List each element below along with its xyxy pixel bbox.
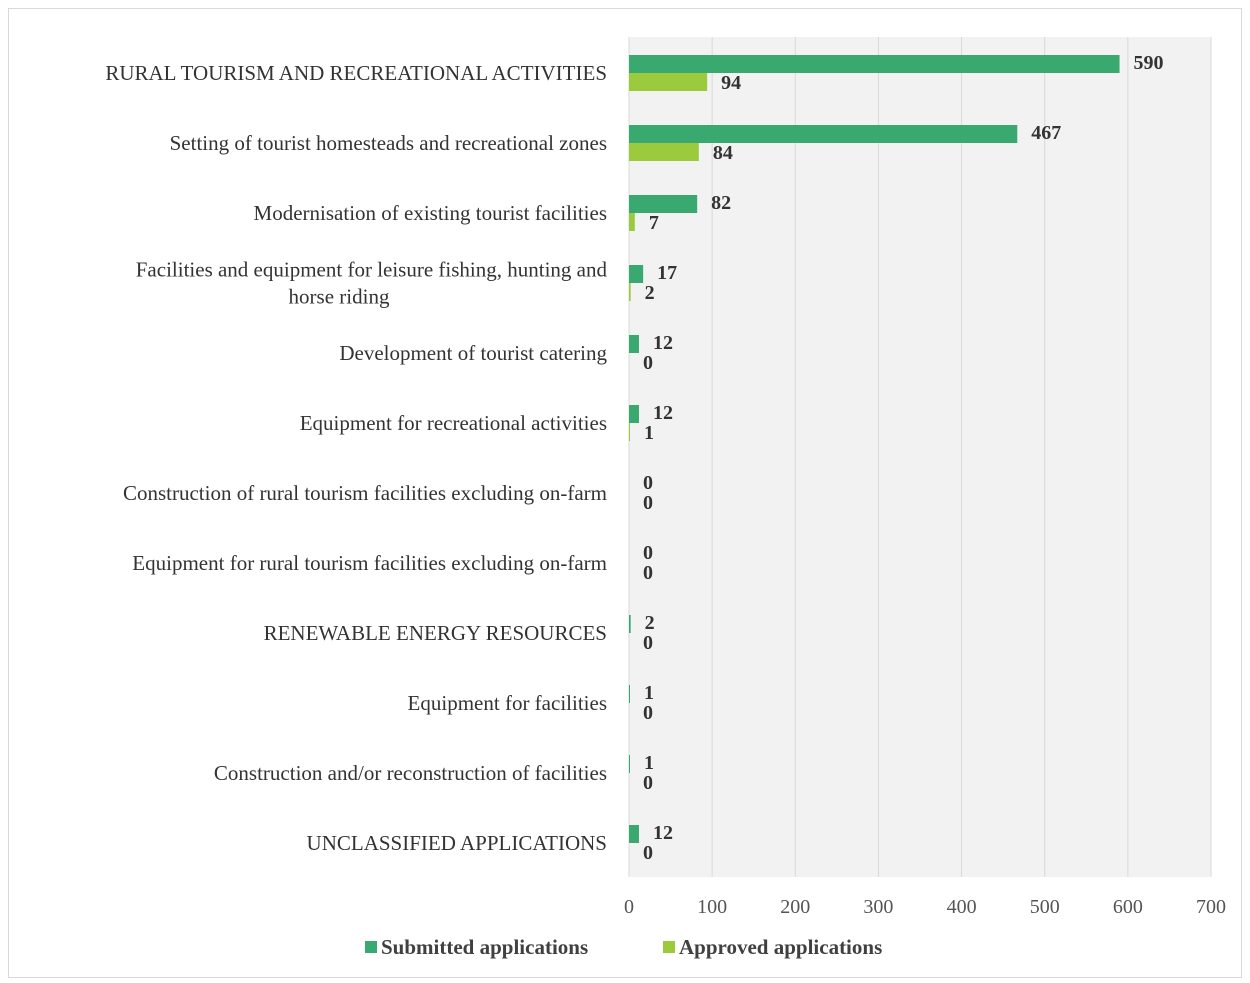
legend-item-submitted: Submitted applications: [365, 935, 588, 959]
bar-approved: [629, 283, 631, 301]
legend-label: Submitted applications: [381, 935, 588, 959]
bar-approved: [629, 213, 635, 231]
legend-swatch: [365, 941, 377, 953]
bar-submitted: [629, 615, 631, 633]
data-label-submitted: 12: [653, 402, 673, 424]
data-label-approved: 2: [645, 282, 655, 304]
bar-submitted: [629, 195, 698, 213]
data-label-submitted: 12: [653, 332, 673, 354]
bar-submitted: [629, 125, 1018, 143]
category-label: Setting of tourist homesteads and recrea…: [170, 131, 607, 155]
category-label: UNCLASSIFIED APPLICATIONS: [307, 831, 607, 855]
data-label-submitted: 1: [644, 752, 654, 774]
bar-submitted: [629, 405, 639, 423]
data-label-submitted: 590: [1134, 52, 1164, 74]
category-label: Equipment for rural tourism facilities e…: [132, 551, 607, 575]
data-label-approved: 0: [643, 702, 653, 724]
category-label: Modernisation of existing tourist facili…: [254, 201, 607, 225]
data-label-approved: 84: [713, 142, 733, 164]
bar-submitted: [629, 335, 639, 353]
category-label: Construction of rural tourism facilities…: [123, 481, 607, 505]
legend: Submitted applications Approved applicati…: [365, 935, 882, 959]
data-label-approved: 0: [643, 772, 653, 794]
category-label: Construction and/or reconstruction of fa…: [214, 761, 607, 785]
data-label-submitted: 0: [643, 472, 653, 494]
data-label-approved: 0: [643, 492, 653, 514]
bar-submitted: [629, 265, 644, 283]
bar-approved: [629, 143, 699, 161]
data-label-submitted: 82: [711, 192, 731, 214]
plot-area: [629, 37, 1211, 877]
data-label-submitted: 12: [653, 822, 673, 844]
data-label-submitted: 467: [1031, 122, 1061, 144]
bars: [629, 55, 1120, 843]
bar-submitted: [629, 755, 630, 773]
x-tick-label: 300: [863, 896, 893, 918]
data-label-approved: 0: [643, 632, 653, 654]
data-label-submitted: 17: [657, 262, 677, 284]
data-label-approved: 1: [644, 422, 654, 444]
chart-frame: RURAL TOURISM AND RECREATIONAL ACTIVITIE…: [8, 8, 1242, 978]
data-label-submitted: 0: [643, 542, 653, 564]
legend-label: Approved applications: [679, 935, 882, 959]
bar-chart: RURAL TOURISM AND RECREATIONAL ACTIVITIE…: [105, 37, 1226, 959]
data-label-approved: 0: [643, 562, 653, 584]
category-label: Facilities and equipment for leisure fis…: [136, 258, 608, 309]
data-label-submitted: 1: [644, 682, 654, 704]
x-tick-label: 200: [780, 896, 810, 918]
bar-approved: [629, 73, 708, 91]
x-tick-label: 500: [1030, 896, 1060, 918]
data-label-approved: 94: [721, 72, 741, 94]
x-tick-label: 400: [947, 896, 977, 918]
data-label-approved: 0: [643, 842, 653, 864]
x-tick-label: 100: [697, 896, 727, 918]
bar-submitted: [629, 685, 630, 703]
x-axis-ticks: 0 100 200 300 400 500 600 700: [624, 896, 1226, 918]
data-label-submitted: 2: [645, 612, 655, 634]
category-labels: RURAL TOURISM AND RECREATIONAL ACTIVITIE…: [105, 61, 607, 855]
bar-submitted: [629, 55, 1120, 73]
legend-swatch: [663, 941, 675, 953]
legend-item-approved: Approved applications: [663, 935, 882, 959]
category-label: Development of tourist catering: [339, 341, 607, 365]
gridlines: [628, 37, 1212, 877]
bar-submitted: [629, 825, 639, 843]
x-tick-label: 0: [624, 896, 634, 918]
x-tick-label: 600: [1113, 896, 1143, 918]
x-tick-label: 700: [1196, 896, 1226, 918]
data-label-approved: 7: [649, 212, 659, 234]
data-label-approved: 0: [643, 352, 653, 374]
category-label: Equipment for facilities: [408, 691, 607, 715]
category-label: RENEWABLE ENERGY RESOURCES: [264, 621, 607, 645]
category-label: RURAL TOURISM AND RECREATIONAL ACTIVITIE…: [105, 61, 607, 85]
category-label: Equipment for recreational activities: [300, 411, 607, 435]
bar-approved: [629, 423, 630, 441]
